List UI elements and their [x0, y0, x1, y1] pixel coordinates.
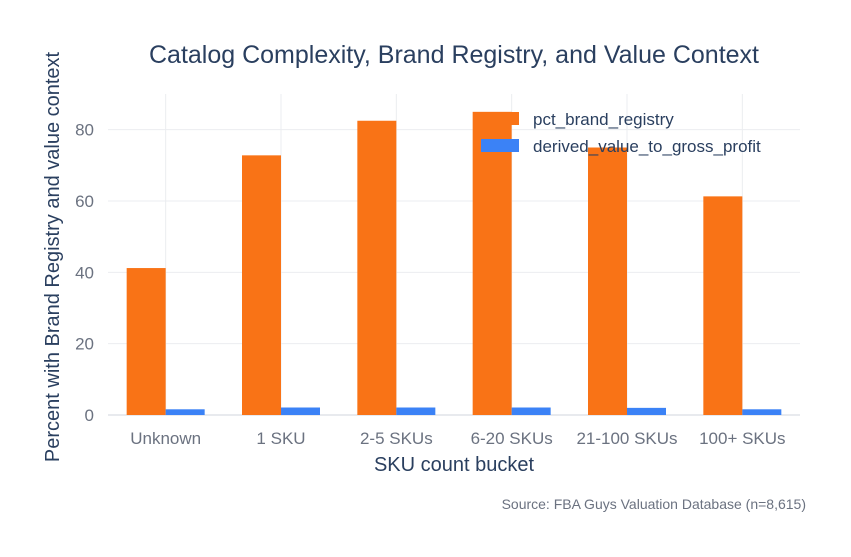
y-tick-label: 0	[85, 406, 94, 425]
x-ticks: Unknown 1 SKU 2-5 SKUs 6-20 SKUs 21-100 SKUs…	[130, 429, 785, 448]
x-axis-title: SKU count bucket	[374, 454, 535, 476]
y-tick-label: 40	[75, 263, 94, 282]
bar-derived-value-to-gross-profit-5	[742, 409, 782, 415]
bar-derived-value-to-gross-profit-1	[281, 407, 320, 415]
bars	[126, 111, 782, 415]
x-tick-label: Unknown	[130, 429, 201, 448]
x-tick-label: 2-5 SKUs	[360, 429, 433, 448]
bar-derived-value-to-gross-profit-3	[511, 407, 551, 415]
y-tick-label: 80	[75, 121, 94, 140]
bar-derived-value-to-gross-profit-4	[627, 407, 666, 415]
bar-derived-value-to-gross-profit-0	[165, 409, 205, 415]
bar-pct-brand-registry-4	[588, 147, 627, 415]
legend-swatch	[481, 112, 519, 125]
bar-pct-brand-registry-2	[357, 120, 397, 415]
bar-pct-brand-registry-3	[472, 111, 512, 415]
y-axis-title: Percent with Brand Registry and value co…	[42, 51, 64, 462]
legend-swatch	[481, 139, 519, 152]
bar-pct-brand-registry-1	[242, 155, 281, 415]
bar-pct-brand-registry-5	[703, 196, 743, 415]
x-tick-label: 21-100 SKUs	[576, 429, 677, 448]
x-tick-label: 100+ SKUs	[699, 429, 785, 448]
legend-label: derived_value_to_gross_profit	[533, 137, 761, 156]
y-ticks: 0 20 40 60 80	[75, 121, 94, 425]
source-note: Source: FBA Guys Valuation Database (n=8…	[502, 496, 806, 512]
chart-title: Catalog Complexity, Brand Registry, and …	[149, 41, 759, 69]
legend-label: pct_brand_registry	[533, 110, 674, 129]
legend: pct_brand_registry derived_value_to_gross…	[481, 110, 761, 156]
y-tick-label: 60	[75, 192, 94, 211]
bar-pct-brand-registry-0	[126, 268, 166, 415]
bar-derived-value-to-gross-profit-2	[396, 407, 436, 415]
y-tick-label: 20	[75, 335, 94, 354]
x-tick-label: 1 SKU	[256, 429, 305, 448]
x-tick-label: 6-20 SKUs	[471, 429, 553, 448]
